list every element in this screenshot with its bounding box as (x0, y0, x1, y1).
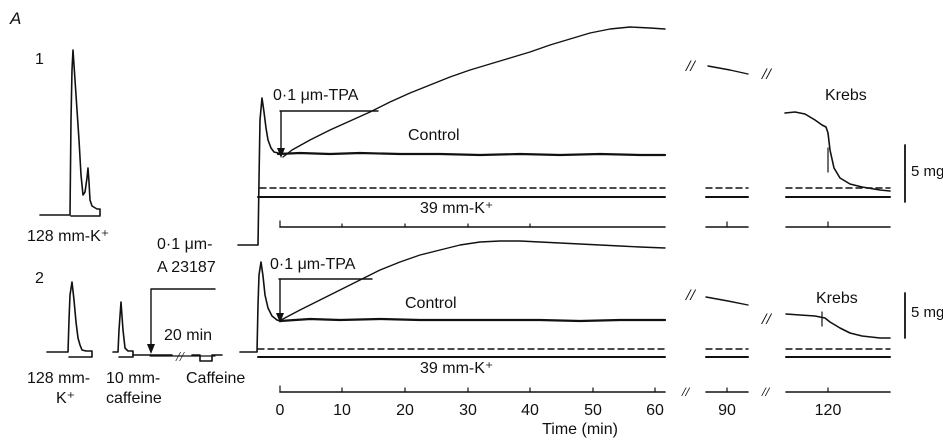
trace-row2-caffeine-step (191, 354, 223, 362)
trace-row1-main-peak (237, 97, 279, 246)
row1-k39-label: 39 mm-K⁺ (420, 200, 494, 217)
trace-row2-caffeine (112, 301, 134, 358)
trace-row2-main-peak (239, 261, 281, 353)
break-mark-row2-b: // (762, 311, 771, 328)
row2-control-label: Control (405, 295, 457, 312)
row2-a23187-line1: 0·1 μm- (157, 236, 213, 253)
a23187-arrowhead (147, 344, 155, 354)
tick-label-20: 20 (396, 402, 414, 419)
row2-a23187-line2: A 23187 (157, 259, 216, 276)
trace-row2-tpa (280, 240, 666, 321)
tick-label-40: 40 (521, 402, 539, 419)
tick-label-90: 90 (718, 402, 736, 419)
trace-row2-120 (785, 313, 891, 339)
break-mark-row1-a: // (686, 58, 695, 75)
tick-label-10: 10 (333, 402, 351, 419)
row1-k-label: 128 mm-K⁺ (27, 228, 110, 245)
tpa-arrowhead-row2 (276, 313, 284, 323)
trace-row2-90 (705, 296, 749, 306)
tpa-arrowhead-row1 (277, 148, 285, 158)
tpa-bracket-row1 (279, 110, 379, 155)
row2-scale-label: 5 mg (911, 304, 943, 321)
break-mark-axis-b: // (762, 384, 770, 399)
row1-tpa-label: 0·1 μm-TPA (273, 87, 359, 104)
break-mark-row1-b: // (762, 66, 771, 83)
trace-row1-k-response (39, 49, 101, 217)
row1-number: 1 (35, 51, 44, 68)
row2-k-label-line1: 128 mm- (27, 370, 91, 387)
trace-row1-120 (784, 111, 891, 192)
trace-row2-control (278, 317, 667, 323)
panel-letter: A (10, 9, 22, 28)
tpa-bracket-row2 (278, 278, 373, 319)
break-mark-row2-a: // (686, 287, 695, 304)
break-mark-axis-a: // (682, 384, 690, 399)
row2-caff-label-line1: 10 mm- (106, 370, 161, 387)
trace-row1-90 (707, 65, 749, 75)
trace-row1-tpa (282, 26, 666, 158)
trace-row2-k-response (46, 281, 93, 358)
row2-caff-label-line2: caffeine (106, 390, 162, 407)
time-axis-ticks (279, 385, 829, 393)
row1-control-label: Control (408, 127, 460, 144)
row2-k-label-line2: K⁺ (56, 390, 76, 407)
tick-label-0: 0 (275, 402, 285, 419)
tick-label-30: 30 (459, 402, 477, 419)
time-axis-title: Time (min) (542, 421, 618, 438)
row2-k39-label: 39 mm-K⁺ (420, 360, 494, 377)
tick-label-120: 120 (814, 402, 842, 419)
row2-caffeine-label: Caffeine (186, 370, 246, 387)
a23187-bracket (150, 288, 216, 351)
break-mark-row2-left: // (175, 350, 185, 365)
row2-time-scale-label: 20 min (164, 327, 213, 344)
row2-tpa-label: 0·1 μm-TPA (270, 256, 356, 273)
row2-number: 2 (35, 270, 44, 287)
row1-scale-label: 5 mg (911, 163, 943, 180)
tick-label-60: 60 (646, 402, 664, 419)
trace-row1-control (276, 151, 667, 157)
row1-krebs-label: Krebs (825, 87, 867, 104)
tick-label-50: 50 (584, 402, 602, 419)
row2-krebs-label: Krebs (816, 290, 858, 307)
